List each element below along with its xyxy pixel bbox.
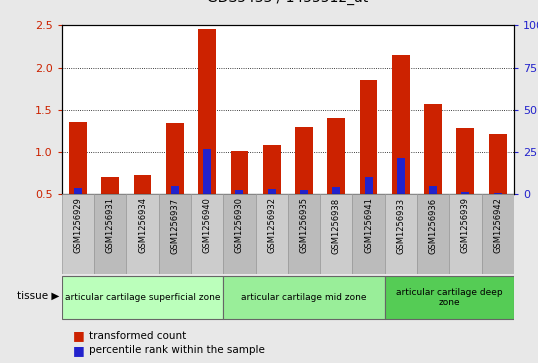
Bar: [159, 25, 191, 194]
Bar: [320, 25, 352, 194]
Bar: [230, 151, 248, 194]
Bar: [94, 194, 126, 274]
Bar: [320, 194, 352, 274]
Bar: [69, 122, 87, 194]
Bar: [352, 194, 385, 274]
Bar: [198, 29, 216, 194]
Bar: [62, 25, 94, 194]
Bar: [223, 194, 256, 274]
Bar: [166, 123, 183, 194]
Bar: [295, 127, 313, 194]
Bar: [236, 190, 243, 194]
Bar: [263, 145, 280, 194]
Bar: [191, 194, 223, 274]
Text: GSM1256941: GSM1256941: [364, 197, 373, 253]
Bar: [126, 25, 159, 194]
Bar: [203, 148, 211, 194]
Bar: [392, 55, 409, 194]
Bar: [74, 188, 82, 194]
Text: tissue ▶: tissue ▶: [17, 290, 59, 300]
Bar: [94, 25, 126, 194]
Bar: [171, 186, 179, 194]
Bar: [352, 25, 385, 194]
Text: GSM1256931: GSM1256931: [106, 197, 115, 253]
Bar: [268, 189, 275, 194]
Text: GSM1256935: GSM1256935: [300, 197, 308, 253]
Text: GSM1256942: GSM1256942: [493, 197, 502, 253]
Bar: [300, 190, 308, 194]
Bar: [456, 127, 474, 194]
Text: ■: ■: [73, 329, 84, 342]
Bar: [288, 194, 320, 274]
Text: percentile rank within the sample: percentile rank within the sample: [89, 345, 265, 355]
Bar: [223, 277, 385, 319]
Bar: [327, 118, 345, 194]
Text: articular cartilage superficial zone: articular cartilage superficial zone: [65, 293, 221, 302]
Bar: [101, 178, 119, 194]
Bar: [332, 187, 340, 194]
Bar: [288, 25, 320, 194]
Text: GSM1256932: GSM1256932: [267, 197, 276, 253]
Bar: [62, 277, 223, 319]
Bar: [159, 194, 191, 274]
Bar: [191, 25, 223, 194]
Text: ■: ■: [73, 344, 84, 357]
Bar: [62, 194, 94, 274]
Text: GSM1256934: GSM1256934: [138, 197, 147, 253]
Bar: [462, 192, 469, 194]
Bar: [139, 194, 146, 196]
Bar: [449, 25, 482, 194]
Bar: [449, 194, 482, 274]
Bar: [126, 194, 159, 274]
Text: articular cartilage deep
zone: articular cartilage deep zone: [396, 288, 502, 307]
Text: GSM1256933: GSM1256933: [397, 197, 405, 253]
Bar: [482, 194, 514, 274]
Bar: [417, 25, 449, 194]
Bar: [133, 175, 152, 194]
Bar: [397, 158, 405, 194]
Text: GSM1256939: GSM1256939: [461, 197, 470, 253]
Bar: [429, 186, 437, 194]
Bar: [489, 134, 506, 194]
Bar: [365, 178, 372, 194]
Bar: [385, 194, 417, 274]
Bar: [385, 25, 417, 194]
Bar: [424, 104, 442, 194]
Bar: [256, 194, 288, 274]
Bar: [494, 192, 501, 194]
Text: GSM1256930: GSM1256930: [235, 197, 244, 253]
Bar: [417, 194, 449, 274]
Text: transformed count: transformed count: [89, 331, 186, 341]
Bar: [256, 25, 288, 194]
Bar: [223, 25, 256, 194]
Text: GSM1256929: GSM1256929: [74, 197, 82, 253]
Text: GSM1256936: GSM1256936: [429, 197, 437, 253]
Text: articular cartilage mid zone: articular cartilage mid zone: [241, 293, 367, 302]
Bar: [359, 80, 377, 194]
Text: GDS5433 / 1455512_at: GDS5433 / 1455512_at: [207, 0, 369, 5]
Bar: [482, 25, 514, 194]
Text: GSM1256938: GSM1256938: [332, 197, 341, 253]
Bar: [107, 194, 114, 197]
Text: GSM1256937: GSM1256937: [171, 197, 179, 253]
Bar: [385, 277, 514, 319]
Text: GSM1256940: GSM1256940: [203, 197, 211, 253]
